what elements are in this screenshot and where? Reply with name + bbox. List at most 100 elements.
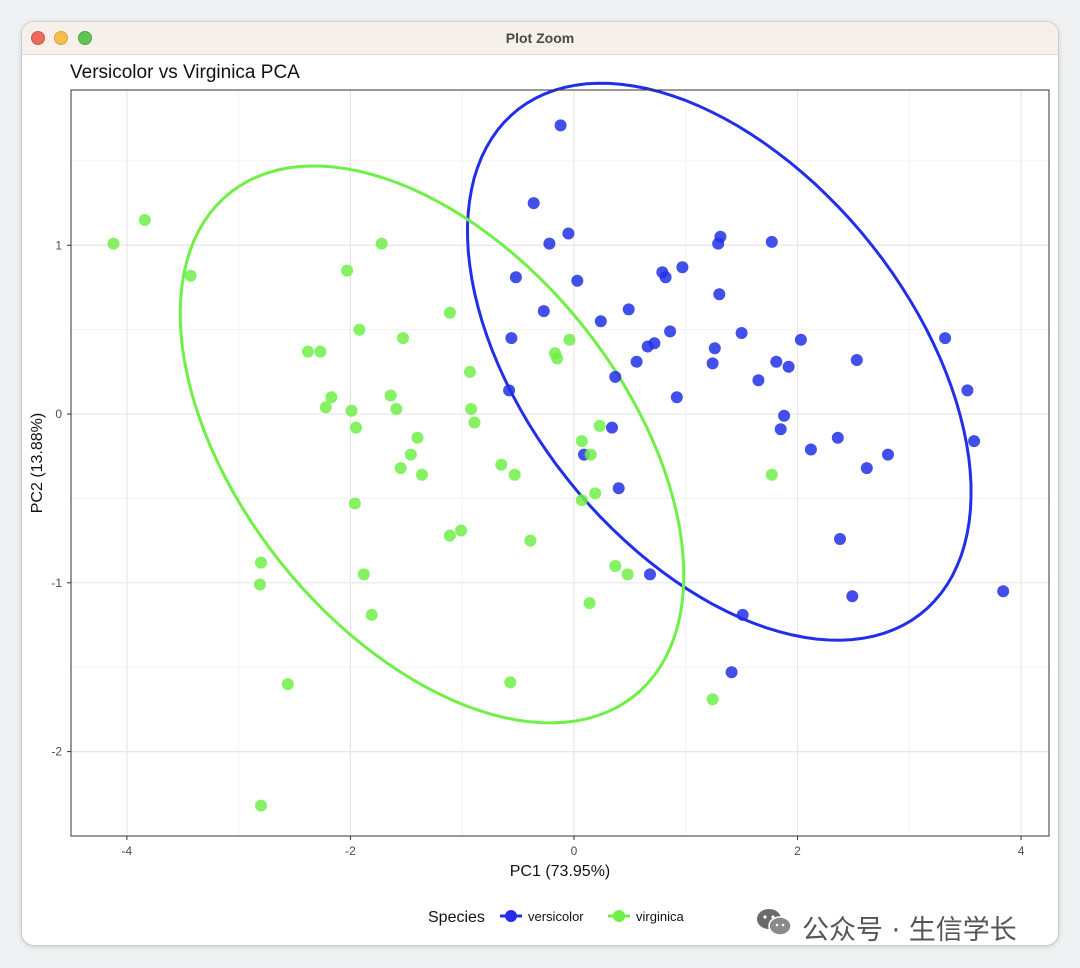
panel-border [70, 89, 1050, 837]
point-virginica [404, 448, 417, 461]
point-virginica [593, 419, 606, 432]
x-tick-label: 4 [1018, 844, 1025, 858]
point-virginica [464, 365, 476, 378]
ellipse-virginica [178, 164, 686, 725]
point-versicolor [503, 384, 516, 397]
point-virginica [416, 468, 428, 481]
point-versicolor [537, 305, 550, 318]
point-virginica [443, 529, 456, 542]
point-virginica [411, 431, 424, 444]
point-versicolor [527, 197, 540, 210]
point-versicolor [713, 288, 726, 301]
watermark-text: 公众号 · 生信学长 [802, 915, 1017, 945]
point-versicolor [622, 303, 635, 316]
point-versicolor [712, 237, 725, 250]
point-versicolor [778, 409, 791, 422]
point-virginica [107, 237, 120, 250]
y-tick-label: -1 [51, 576, 62, 590]
point-virginica [468, 416, 481, 429]
point-virginica [255, 799, 267, 812]
point-versicolor [641, 340, 654, 353]
point-versicolor [706, 357, 719, 370]
point-virginica [508, 468, 521, 481]
point-versicolor [736, 608, 749, 621]
x-tick-label: -4 [122, 844, 133, 858]
wechat-icon [757, 909, 792, 936]
point-versicolor [562, 227, 575, 240]
point-versicolor [612, 482, 625, 495]
legend-label-versicolor: versicolor [528, 909, 584, 924]
x-tick-label: 2 [794, 844, 801, 858]
point-versicolor [804, 443, 817, 456]
point-virginica [609, 560, 622, 572]
y-axis-ticks: -2 -1 0 1 [51, 238, 71, 759]
point-versicolor [968, 435, 981, 448]
point-virginica [353, 323, 366, 336]
point-virginica [465, 403, 478, 415]
point-versicolor [630, 355, 643, 368]
point-versicolor [882, 448, 894, 461]
close-window-button[interactable] [31, 31, 45, 45]
point-virginica [375, 237, 388, 250]
legend-label-virginica: virginica [636, 909, 684, 924]
point-versicolor [834, 533, 846, 545]
point-versicolor [846, 590, 859, 603]
point-virginica [302, 345, 314, 358]
point-virginica [575, 435, 588, 448]
point-virginica [319, 401, 332, 414]
minimize-window-button[interactable] [54, 31, 68, 45]
point-virginica [551, 352, 564, 365]
point-versicolor [676, 261, 689, 274]
data-points [107, 119, 1010, 812]
point-versicolor [831, 431, 844, 444]
zoom-window-button[interactable] [78, 31, 92, 45]
point-virginica [455, 524, 468, 537]
point-versicolor [765, 235, 778, 248]
point-versicolor [659, 271, 672, 284]
y-tick-label: 1 [55, 238, 62, 252]
point-versicolor [708, 342, 721, 355]
point-versicolor [606, 421, 618, 434]
point-virginica [138, 214, 151, 226]
point-virginica [575, 494, 588, 507]
point-versicolor [554, 119, 567, 132]
point-virginica [394, 462, 407, 475]
point-versicolor [543, 237, 556, 250]
title-bar: Plot Zoom [22, 22, 1058, 55]
point-versicolor [774, 423, 787, 436]
point-virginica [583, 597, 596, 610]
point-virginica [384, 389, 397, 402]
y-axis-label: PC2 (13.88%) [29, 413, 46, 514]
point-virginica [255, 556, 267, 569]
point-versicolor [509, 271, 522, 284]
x-axis-ticks: -4 -2 0 2 4 [122, 836, 1025, 858]
point-versicolor [850, 354, 863, 366]
point-versicolor [594, 315, 607, 328]
x-axis-label: PC1 (73.95%) [510, 863, 611, 880]
point-virginica [563, 333, 576, 346]
point-virginica [589, 487, 602, 500]
point-virginica [621, 568, 634, 581]
point-virginica [495, 458, 508, 471]
plot-zoom-window: Plot Zoom Versicolor vs Virginica PCA -4… [22, 22, 1058, 945]
point-virginica [345, 404, 358, 417]
point-virginica [397, 332, 409, 345]
x-tick-label: -2 [345, 844, 356, 858]
point-virginica [348, 497, 361, 510]
plot-panel [71, 90, 1049, 836]
point-versicolor [609, 370, 622, 383]
point-versicolor [664, 325, 677, 338]
pca-scatter-chart: Versicolor vs Virginica PCA -4 -2 0 2 4 -2 -1… [29, 62, 1050, 926]
window-title: Plot Zoom [505, 30, 575, 46]
point-virginica [281, 678, 294, 691]
point-virginica [443, 306, 456, 319]
point-versicolor [770, 355, 783, 368]
point-virginica [253, 578, 266, 591]
point-versicolor [939, 332, 952, 345]
y-tick-label: 0 [55, 407, 62, 421]
point-versicolor [997, 585, 1010, 598]
point-virginica [706, 693, 719, 706]
point-versicolor [782, 360, 795, 373]
point-virginica [765, 468, 778, 481]
point-versicolor [735, 327, 748, 339]
